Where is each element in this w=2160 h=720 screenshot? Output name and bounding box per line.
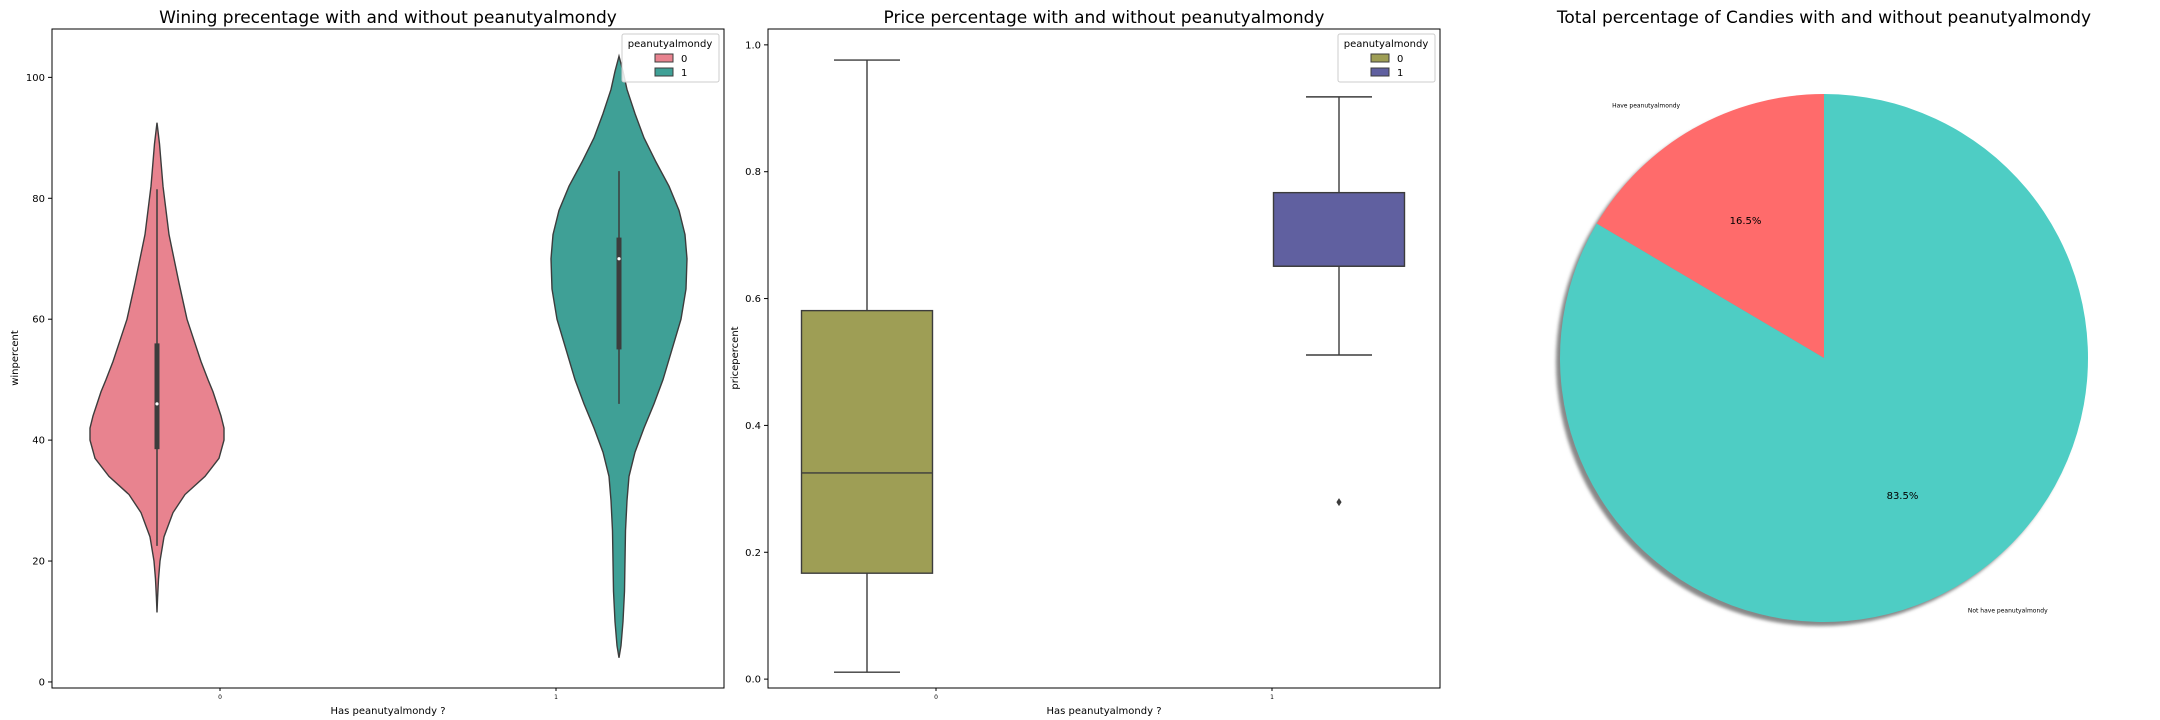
violin-y-tick-label: 20: [32, 557, 45, 568]
pie-slice-1: [1560, 94, 2089, 622]
pie-slice-label: Not have peanutyalmondy: [1968, 607, 2048, 614]
box-y-tick-label: 0.2: [745, 548, 761, 559]
box-x-axis-label: Has peanutyalmondy ?: [1046, 706, 1161, 717]
violin-legend: peanutyalmondy 0 1: [621, 33, 720, 83]
box-chart: Price percentage with and without peanut…: [730, 8, 1441, 717]
pie-chart-title: Total percentage of Candies with and wit…: [1556, 8, 2091, 28]
violin-y-tick-label: 60: [32, 315, 45, 326]
box-legend-label-1: 1: [1397, 68, 1403, 79]
violin-median-0: [155, 402, 159, 406]
box-chart-title: Price percentage with and without peanut…: [884, 8, 1325, 28]
violin-y-tick-label: 0: [39, 677, 45, 688]
violin-legend-label-0: 0: [681, 54, 687, 65]
violin-chart: Wining precentage with and without peanu…: [10, 8, 725, 717]
box-y-axis-label: pricepercent: [730, 326, 741, 389]
box-y-tick-label: 0.4: [745, 421, 761, 432]
box-x-tick-label: 1: [1270, 694, 1274, 701]
box-plot-frame: [767, 28, 1441, 689]
violin-x-tick-label: 0: [218, 694, 222, 701]
violin-x-axis-label: Has peanutyalmondy ?: [330, 706, 445, 717]
violin-iqr-1: [616, 237, 622, 350]
box-legend-title: peanutyalmondy: [1344, 39, 1429, 50]
violin-legend-swatch-1: [654, 67, 674, 77]
violin-y-tick-label: 100: [26, 73, 45, 84]
box-legend-swatch-1: [1370, 67, 1390, 77]
box-iqr-1: [1272, 191, 1406, 267]
violin-chart-title: Wining precentage with and without peanu…: [159, 8, 617, 28]
violin-legend-swatch-0: [654, 53, 674, 63]
pie-slice-label: Have peanutyalmondy: [1612, 103, 1680, 110]
pie-pct-label: 16.5%: [1730, 216, 1762, 227]
box-y-tick-label: 0.0: [745, 675, 761, 686]
violin-iqr-0: [154, 343, 160, 450]
box-y-tick-label: 0.8: [745, 167, 761, 178]
violin-plot-frame: [51, 28, 725, 689]
violin-x-tick-label: 1: [554, 694, 558, 701]
box-legend-swatch-0: [1370, 53, 1390, 63]
box-x-tick-label: 0: [934, 694, 938, 701]
box-iqr-0: [800, 309, 934, 574]
violin-legend-title: peanutyalmondy: [628, 39, 713, 50]
violin-y-tick-label: 40: [32, 436, 45, 447]
violin-y-tick-label: 80: [32, 194, 45, 205]
pie-chart: Total percentage of Candies with and wit…: [1556, 8, 2091, 626]
box-outlier-1: [1336, 498, 1342, 507]
box-y-tick-label: 1.0: [745, 40, 761, 51]
box-legend-label-0: 0: [1397, 54, 1403, 65]
violin-legend-label-1: 1: [681, 68, 687, 79]
violin-median-1: [617, 257, 621, 261]
violin-y-axis-label: winpercent: [10, 330, 21, 386]
pie-slice-0: [1596, 94, 1824, 358]
box-y-tick-label: 0.6: [745, 294, 761, 305]
box-legend: peanutyalmondy 0 1: [1337, 33, 1436, 83]
pie-pct-label: 83.5%: [1887, 491, 1919, 502]
